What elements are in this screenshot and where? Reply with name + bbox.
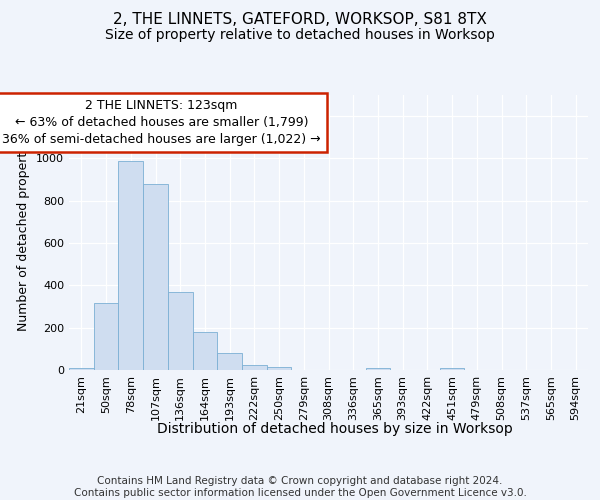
Text: Contains HM Land Registry data © Crown copyright and database right 2024.
Contai: Contains HM Land Registry data © Crown c… [74,476,526,498]
Bar [440,368,464,370]
Bar [193,332,217,370]
Bar [69,368,94,370]
Text: Distribution of detached houses by size in Worksop: Distribution of detached houses by size … [157,422,512,436]
Bar [365,368,390,370]
Text: 2 THE LINNETS: 123sqm
← 63% of detached houses are smaller (1,799)
36% of semi-d: 2 THE LINNETS: 123sqm ← 63% of detached … [2,99,321,146]
Bar [267,367,292,370]
Y-axis label: Number of detached properties: Number of detached properties [17,134,31,331]
Bar [94,304,118,370]
Bar [143,184,168,370]
Text: 2, THE LINNETS, GATEFORD, WORKSOP, S81 8TX: 2, THE LINNETS, GATEFORD, WORKSOP, S81 8… [113,12,487,28]
Text: Size of property relative to detached houses in Worksop: Size of property relative to detached ho… [105,28,495,42]
Bar [217,353,242,370]
Bar [242,364,267,370]
Bar [168,292,193,370]
Bar [118,160,143,370]
